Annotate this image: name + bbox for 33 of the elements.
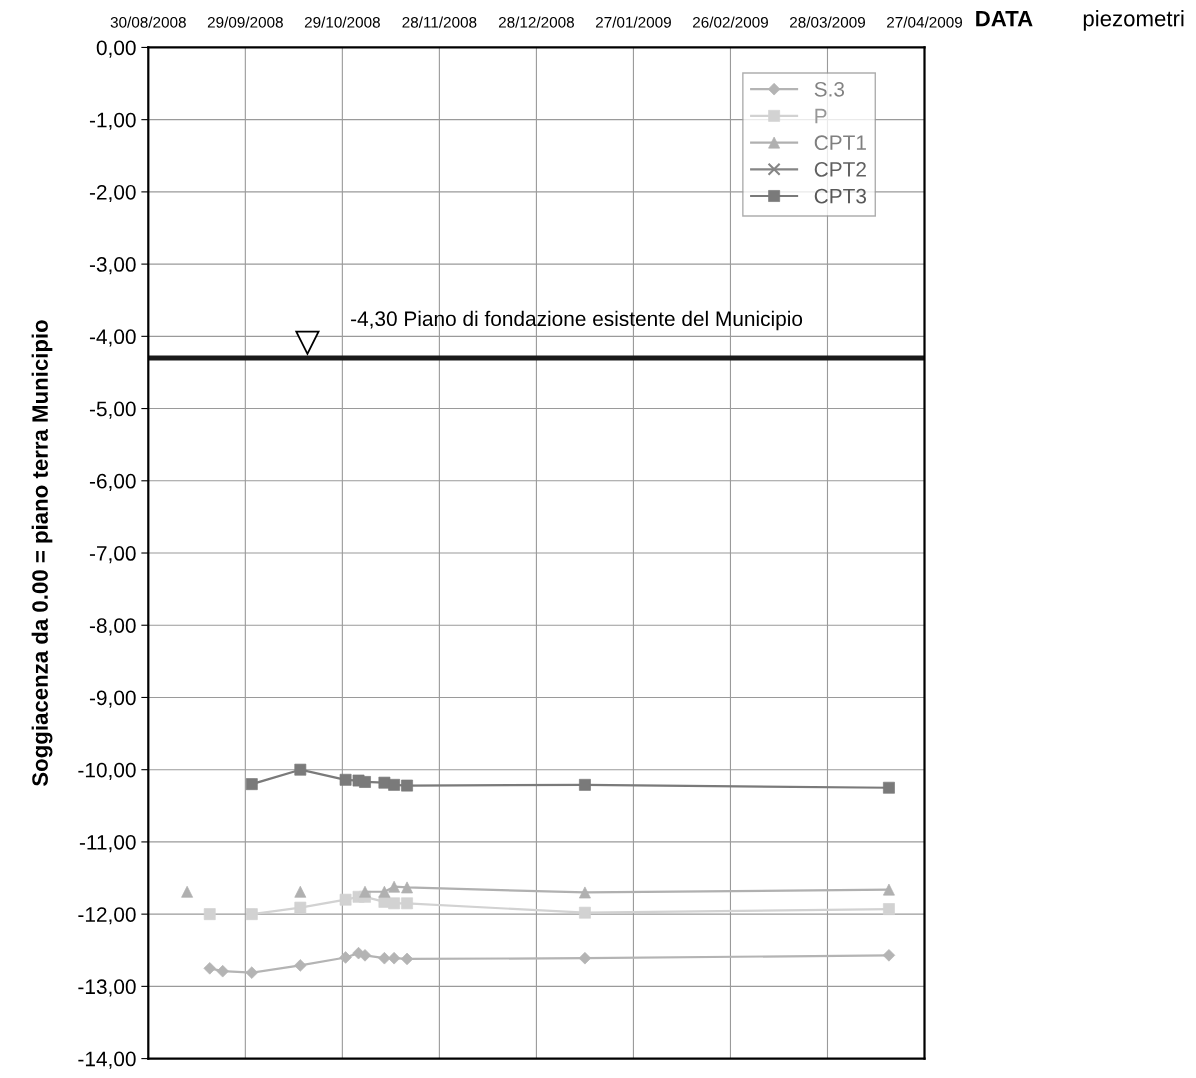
legend-label: S.3 (814, 81, 845, 97)
y-tick-label: -13,00 (78, 979, 136, 997)
legend-label: CPT2 (814, 162, 866, 177)
y-tick-label: -7,00 (89, 546, 136, 564)
y-tick-label: 0,00 (96, 40, 136, 58)
legend-label: CPT3 (814, 188, 867, 204)
x-tick-label: 28/11/2008 (402, 16, 477, 28)
y-tick-label: -10,00 (78, 762, 136, 780)
x-tick-label: 30/08/2008 (110, 16, 186, 28)
y-tick-label: -2,00 (89, 184, 136, 203)
y-tick-label: -5,00 (89, 401, 136, 419)
x-tick-label: 28/03/2009 (790, 16, 865, 28)
y-tick-label: -3,00 (89, 257, 136, 275)
y-tick-label: -4,00 (89, 329, 136, 347)
x-tick-label: 29/10/2008 (304, 16, 380, 28)
legend-label: P (815, 108, 827, 124)
y-tick-label: -9,00 (89, 690, 136, 708)
y-tick-label: -12,00 (78, 907, 136, 925)
y-axis-title: Soggiacenza da 0.00 = piano terra Municipio (31, 320, 53, 787)
x-axis-title: DATA (976, 10, 1033, 27)
text: piezometri (1083, 10, 1184, 31)
x-tick-label: 27/01/2009 (595, 16, 671, 28)
ref-line-label: -4,30 Piano di fondazione esistente del Municipio (351, 310, 803, 331)
y-tick-label: -1,00 (89, 112, 136, 130)
legend-label: CPT1 (814, 135, 866, 151)
y-tick-label: -6,00 (89, 473, 136, 491)
x-tick-label: 28/12/2008 (498, 16, 574, 28)
x-tick-label: 27/04/2009 (887, 16, 963, 28)
x-tick-label: 29/09/2008 (207, 16, 283, 28)
y-tick-label: -8,00 (89, 618, 136, 636)
x-tick-label: 26/02/2009 (693, 16, 768, 28)
y-tick-label: -14,00 (78, 1051, 136, 1069)
y-tick-label: -11,00 (79, 834, 136, 853)
